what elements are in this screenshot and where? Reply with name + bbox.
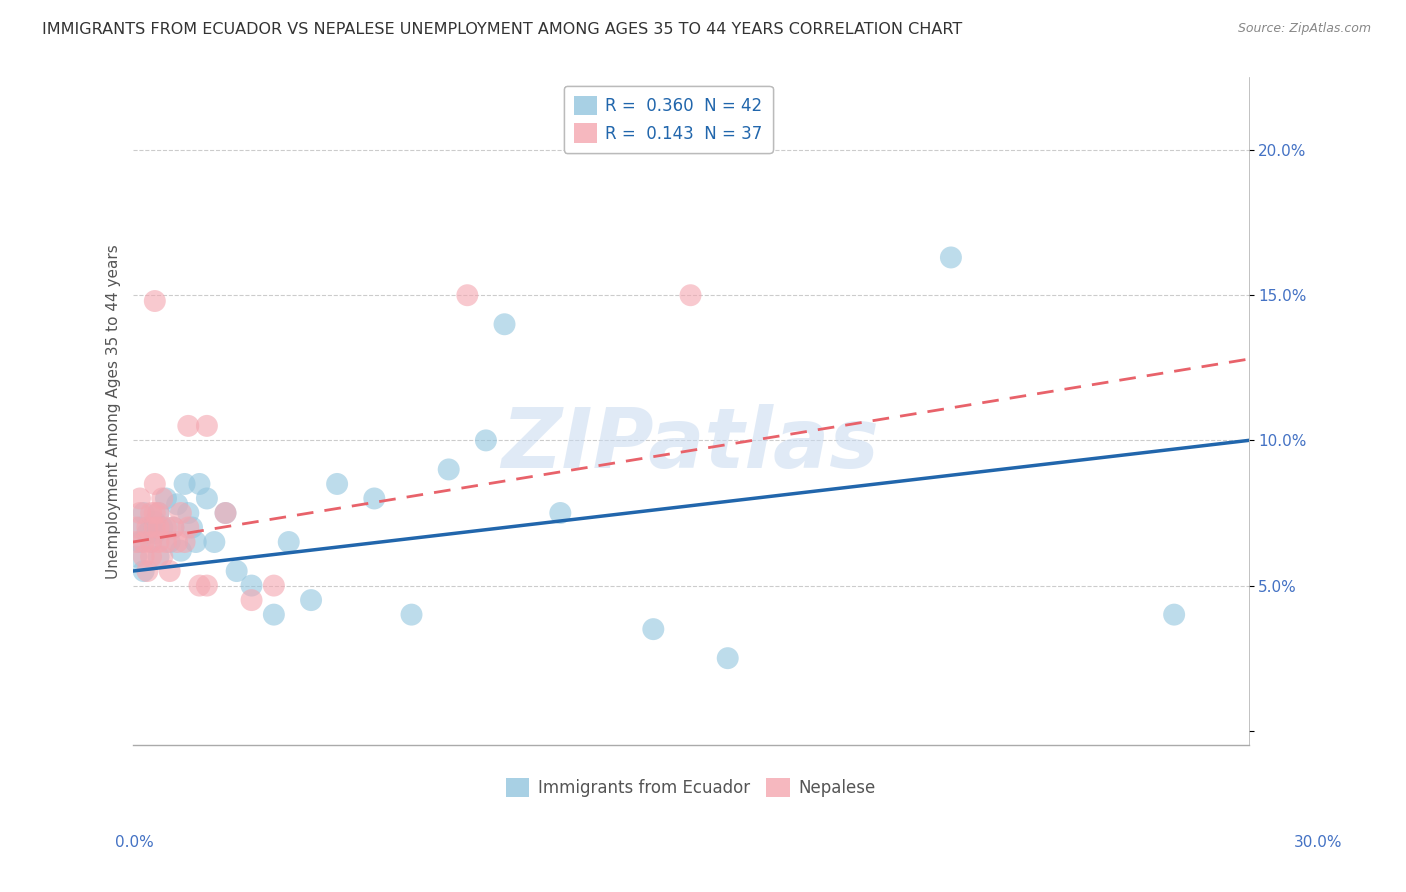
Point [299, 593, 322, 607]
Point [129, 535, 152, 549]
Point [939, 251, 962, 265]
Point [139, 535, 162, 549]
Point [263, 578, 285, 592]
Point [143, 477, 166, 491]
Point [143, 293, 166, 308]
Point [717, 651, 740, 665]
Point [437, 462, 460, 476]
Point [177, 520, 200, 534]
Text: IMMIGRANTS FROM ECUADOR VS NEPALESE UNEMPLOYMENT AMONG AGES 35 TO 44 YEARS CORRE: IMMIGRANTS FROM ECUADOR VS NEPALESE UNEM… [42, 22, 963, 37]
Point [643, 622, 665, 636]
Point [148, 535, 170, 549]
Point [132, 549, 155, 564]
Point [136, 526, 159, 541]
Point [148, 549, 170, 564]
Point [143, 526, 166, 541]
Point [125, 520, 148, 534]
Point [139, 535, 162, 549]
Point [177, 506, 200, 520]
Point [173, 477, 195, 491]
Point [240, 593, 263, 607]
Point [129, 491, 152, 506]
Point [225, 564, 247, 578]
Point [214, 506, 236, 520]
Point [129, 506, 152, 520]
Point [159, 535, 181, 549]
Point [184, 535, 207, 549]
Point [166, 497, 188, 511]
Point [136, 520, 159, 534]
Point [148, 506, 170, 520]
Point [162, 520, 184, 534]
Point [263, 607, 285, 622]
Point [136, 564, 159, 578]
Point [132, 535, 155, 549]
Point [155, 520, 177, 534]
Point [170, 543, 193, 558]
Point [202, 535, 225, 549]
Point [188, 578, 211, 592]
Legend: Immigrants from Ecuador, Nepalese: Immigrants from Ecuador, Nepalese [499, 772, 882, 804]
Point [132, 506, 155, 520]
Point [148, 506, 170, 520]
Point [170, 506, 193, 520]
Point [326, 477, 349, 491]
Point [363, 491, 385, 506]
Point [173, 535, 195, 549]
Point [125, 535, 148, 549]
Point [550, 506, 572, 520]
Point [195, 491, 218, 506]
Text: ZIPatlas: ZIPatlas [502, 404, 880, 485]
Point [148, 520, 170, 534]
Point [277, 535, 299, 549]
Point [159, 564, 181, 578]
Point [132, 564, 155, 578]
Point [181, 520, 204, 534]
Point [240, 578, 263, 592]
Point [679, 288, 702, 302]
Point [195, 418, 218, 433]
Point [494, 318, 516, 332]
Point [155, 491, 177, 506]
Point [188, 477, 211, 491]
Point [129, 520, 152, 534]
Point [166, 535, 188, 549]
Text: 0.0%: 0.0% [115, 836, 155, 850]
Point [143, 515, 166, 529]
Y-axis label: Unemployment Among Ages 35 to 44 years: Unemployment Among Ages 35 to 44 years [107, 244, 121, 579]
Text: 30.0%: 30.0% [1295, 836, 1343, 850]
Point [150, 520, 173, 534]
Point [162, 520, 184, 534]
Point [139, 506, 162, 520]
Point [195, 578, 218, 592]
Text: Source: ZipAtlas.com: Source: ZipAtlas.com [1237, 22, 1371, 36]
Point [475, 434, 498, 448]
Point [143, 506, 166, 520]
Point [150, 549, 173, 564]
Point [150, 491, 173, 506]
Point [143, 520, 166, 534]
Point [155, 535, 177, 549]
Point [456, 288, 478, 302]
Point [139, 520, 162, 534]
Point [125, 549, 148, 564]
Point [214, 506, 236, 520]
Point [1163, 607, 1185, 622]
Point [139, 549, 162, 564]
Point [177, 418, 200, 433]
Point [401, 607, 423, 622]
